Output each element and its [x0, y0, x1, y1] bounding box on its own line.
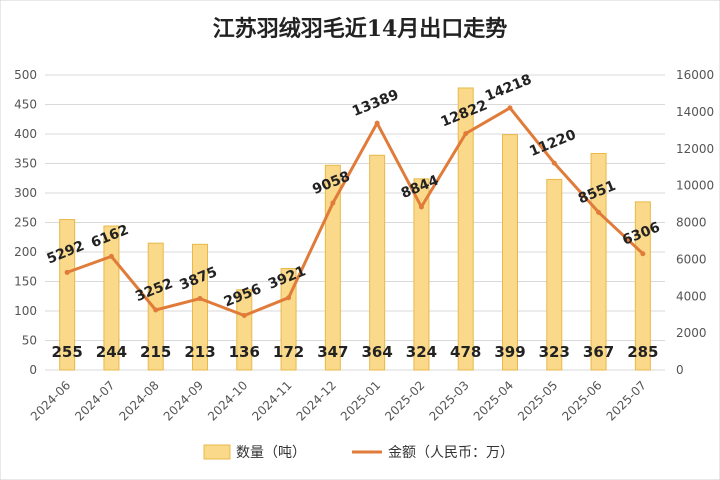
right-tick-label: 10000 [676, 179, 714, 193]
bar [236, 289, 253, 371]
left-tick-label: 450 [14, 98, 37, 112]
legend-bar-label: 数量（吨） [236, 445, 306, 461]
left-tick-label: 350 [14, 157, 37, 171]
line-point [596, 209, 602, 215]
line-point [153, 307, 159, 313]
legend-bar-swatch [203, 444, 231, 460]
bar-series [59, 87, 651, 371]
bar-value-label: 172 [273, 343, 304, 361]
right-axis-ticks: 0 2000 4000 6000 8000 10000 12000 14000 16000 [676, 68, 714, 377]
bar-value-label: 213 [184, 343, 215, 361]
bar [413, 178, 430, 371]
bar [634, 201, 651, 371]
bar-value-label: 364 [361, 343, 392, 361]
left-tick-label: 150 [14, 275, 37, 289]
bar [369, 154, 386, 371]
bar [457, 87, 474, 371]
legend: 数量（吨） 金额（人民币：万） [203, 444, 514, 461]
line-point [507, 105, 513, 111]
bar [192, 243, 208, 371]
right-tick-label: 14000 [676, 105, 714, 119]
line-point [197, 296, 203, 302]
line-point [241, 312, 247, 318]
line-point [330, 200, 336, 206]
bar-value-label: 478 [450, 343, 481, 361]
line-path [66, 106, 644, 317]
bar-value-label: 399 [494, 343, 525, 361]
bar-data-labels: 255 244 215 213 136 172 347 364 324 478 399 323 367 2… [51, 343, 658, 361]
right-tick-label: 8000 [676, 216, 707, 230]
bar [280, 268, 297, 371]
line-point [463, 131, 469, 137]
bar-value-label: 244 [96, 343, 127, 361]
left-tick-label: 300 [14, 186, 37, 200]
line-point [374, 120, 380, 126]
bar-value-label: 323 [539, 343, 570, 361]
right-tick-label: 12000 [676, 142, 714, 156]
left-tick-label: 250 [14, 216, 37, 230]
bar-value-label: 136 [229, 343, 260, 361]
chart-title: 江苏羽绒羽毛近14月出口走势 [213, 16, 508, 42]
left-axis-ticks: 0 50 100 150 200 250 300 350 400 450 500 [14, 68, 37, 377]
line-point [640, 251, 646, 257]
line-point [64, 269, 70, 275]
left-tick-label: 500 [14, 68, 37, 82]
bar-value-label: 324 [406, 343, 437, 361]
left-tick-label: 200 [14, 245, 37, 259]
right-tick-label: 4000 [676, 289, 707, 303]
bar-value-label: 215 [140, 343, 171, 361]
right-tick-label: 6000 [676, 252, 707, 266]
right-tick-label: 0 [676, 363, 684, 377]
bar [324, 164, 341, 371]
bar [59, 219, 76, 371]
bar-value-label: 347 [317, 343, 348, 361]
line-point [551, 160, 557, 166]
right-tick-label: 16000 [676, 68, 714, 82]
line-series [64, 105, 646, 318]
right-tick-label: 2000 [676, 326, 707, 340]
legend-line-label: 金额（人民币：万） [388, 445, 514, 461]
left-tick-label: 0 [29, 363, 37, 377]
bar [546, 178, 563, 371]
left-tick-label: 100 [14, 304, 37, 318]
bar [502, 134, 518, 371]
left-tick-label: 400 [14, 127, 37, 141]
left-tick-label: 50 [22, 334, 37, 348]
bar-value-label: 367 [583, 343, 614, 361]
bar-value-label: 285 [627, 343, 658, 361]
line-point [108, 253, 114, 259]
line-point [286, 295, 292, 301]
bar-value-label: 255 [51, 343, 82, 361]
line-point [418, 204, 424, 210]
